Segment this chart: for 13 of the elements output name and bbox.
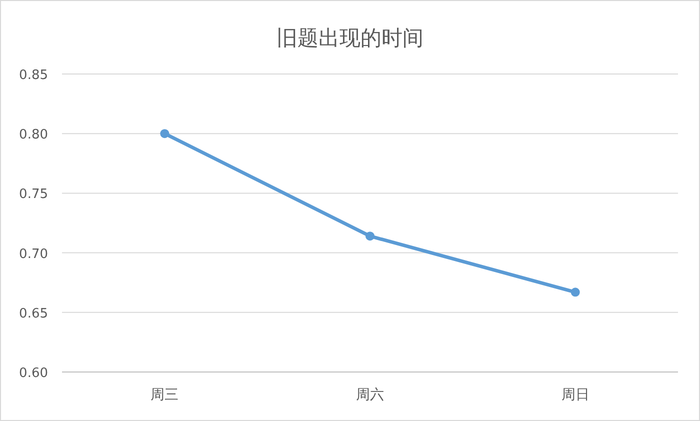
y-tick-label: 0.60	[19, 366, 48, 381]
chart-title: 旧题出现的时间	[276, 26, 424, 50]
x-tick-label: 周日	[561, 387, 590, 403]
point	[160, 129, 170, 138]
point	[366, 232, 374, 241]
y-tick-label: 0.70	[19, 246, 48, 262]
y-tick-label: 0.80	[19, 128, 48, 143]
y-tick-label: 0.65	[19, 306, 48, 322]
x-tick-label: 周六	[356, 387, 384, 403]
y-tick-label: 0.85	[19, 68, 48, 83]
x-tick-label: 周三	[150, 387, 179, 403]
point	[570, 288, 580, 297]
y-tick-label: 0.75	[19, 187, 48, 202]
